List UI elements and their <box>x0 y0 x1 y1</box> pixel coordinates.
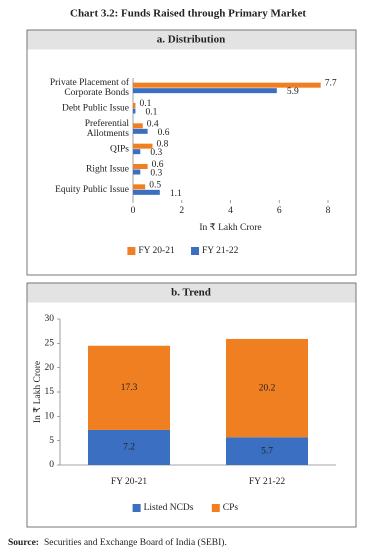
bar <box>133 189 160 195</box>
value-label: 5.9 <box>287 87 299 97</box>
bar <box>133 108 136 114</box>
x-tick-label: 2 <box>179 206 184 216</box>
bar <box>133 149 141 155</box>
y-tick-label: 20 <box>45 363 55 373</box>
y-axis-label: In ₹ Lakh Crore <box>32 361 43 423</box>
category-label: Private Placement of Corporate Bonds <box>50 77 130 98</box>
panel-b <box>26 282 357 528</box>
x-tick-label: FY 21-22 <box>249 477 286 487</box>
y-tick-label: 10 <box>45 412 55 422</box>
panel-a-header <box>27 30 356 50</box>
legend-label: CPs <box>223 503 239 513</box>
bar <box>133 169 141 175</box>
category-label: Preferential Allotments <box>85 118 130 139</box>
value-label: 20.2 <box>259 383 276 393</box>
value-label: 5.7 <box>261 446 273 456</box>
x-axis-label: In ₹ Lakh Crore <box>199 222 261 233</box>
panel-title: a. Distribution <box>157 34 225 46</box>
category-label: Debt Public Issue <box>62 104 129 114</box>
panel-b-header <box>27 283 356 303</box>
y-tick-label: 30 <box>45 314 55 324</box>
bar <box>133 82 321 88</box>
bar <box>133 184 146 190</box>
value-label: 0.3 <box>150 168 162 178</box>
bar-segment <box>88 429 170 465</box>
panel-a <box>26 29 357 276</box>
value-label: 7.7 <box>325 79 337 89</box>
x-tick-label: 4 <box>228 206 233 216</box>
value-label: 0.6 <box>158 128 170 138</box>
y-tick-label: 15 <box>45 387 55 397</box>
category-label: Equity Public Issue <box>55 185 129 195</box>
value-label: 0.8 <box>157 140 169 150</box>
value-label: 0.3 <box>150 148 162 158</box>
panel-title: b. Trend <box>171 287 211 299</box>
legend-swatch <box>132 504 141 512</box>
legend-label: FY 21-22 <box>202 246 239 256</box>
value-label: 0.1 <box>139 99 151 109</box>
value-label: 0.1 <box>145 107 157 117</box>
value-label: 0.6 <box>152 160 164 170</box>
bar-segment <box>226 338 308 438</box>
bar <box>133 123 143 129</box>
legend-label: FY 20-21 <box>138 246 175 256</box>
bar <box>133 88 277 94</box>
bar <box>133 103 136 108</box>
y-tick-label: 25 <box>45 339 55 349</box>
legend-label: Listed NCDs <box>144 503 194 513</box>
x-tick-label: 0 <box>131 206 136 216</box>
value-label: 7.2 <box>123 443 135 453</box>
legend-swatch <box>127 247 136 255</box>
bar <box>133 143 153 149</box>
legend-swatch <box>211 504 220 512</box>
x-tick-label: FY 20-21 <box>111 477 148 487</box>
category-label: Right Issue <box>86 165 129 175</box>
value-label: 17.3 <box>121 383 138 393</box>
value-label: 0.5 <box>149 180 161 190</box>
bar-segment <box>226 437 308 465</box>
page-title: Chart 3.2: Funds Raised through Primary … <box>70 8 306 20</box>
bar <box>133 164 148 169</box>
value-label: 0.4 <box>147 119 159 129</box>
category-label: QIPs <box>110 144 129 154</box>
x-tick-label: 8 <box>326 206 331 216</box>
source-label: Source: <box>8 538 39 548</box>
y-tick-label: 0 <box>49 460 54 470</box>
bar <box>133 128 148 134</box>
y-tick-label: 5 <box>49 436 54 446</box>
legend-swatch <box>191 247 199 255</box>
source: Securities and Exchange Board of India (… <box>44 537 227 548</box>
value-label: 1.1 <box>170 189 182 199</box>
x-tick-label: 6 <box>277 206 282 216</box>
bar-segment <box>88 345 170 430</box>
